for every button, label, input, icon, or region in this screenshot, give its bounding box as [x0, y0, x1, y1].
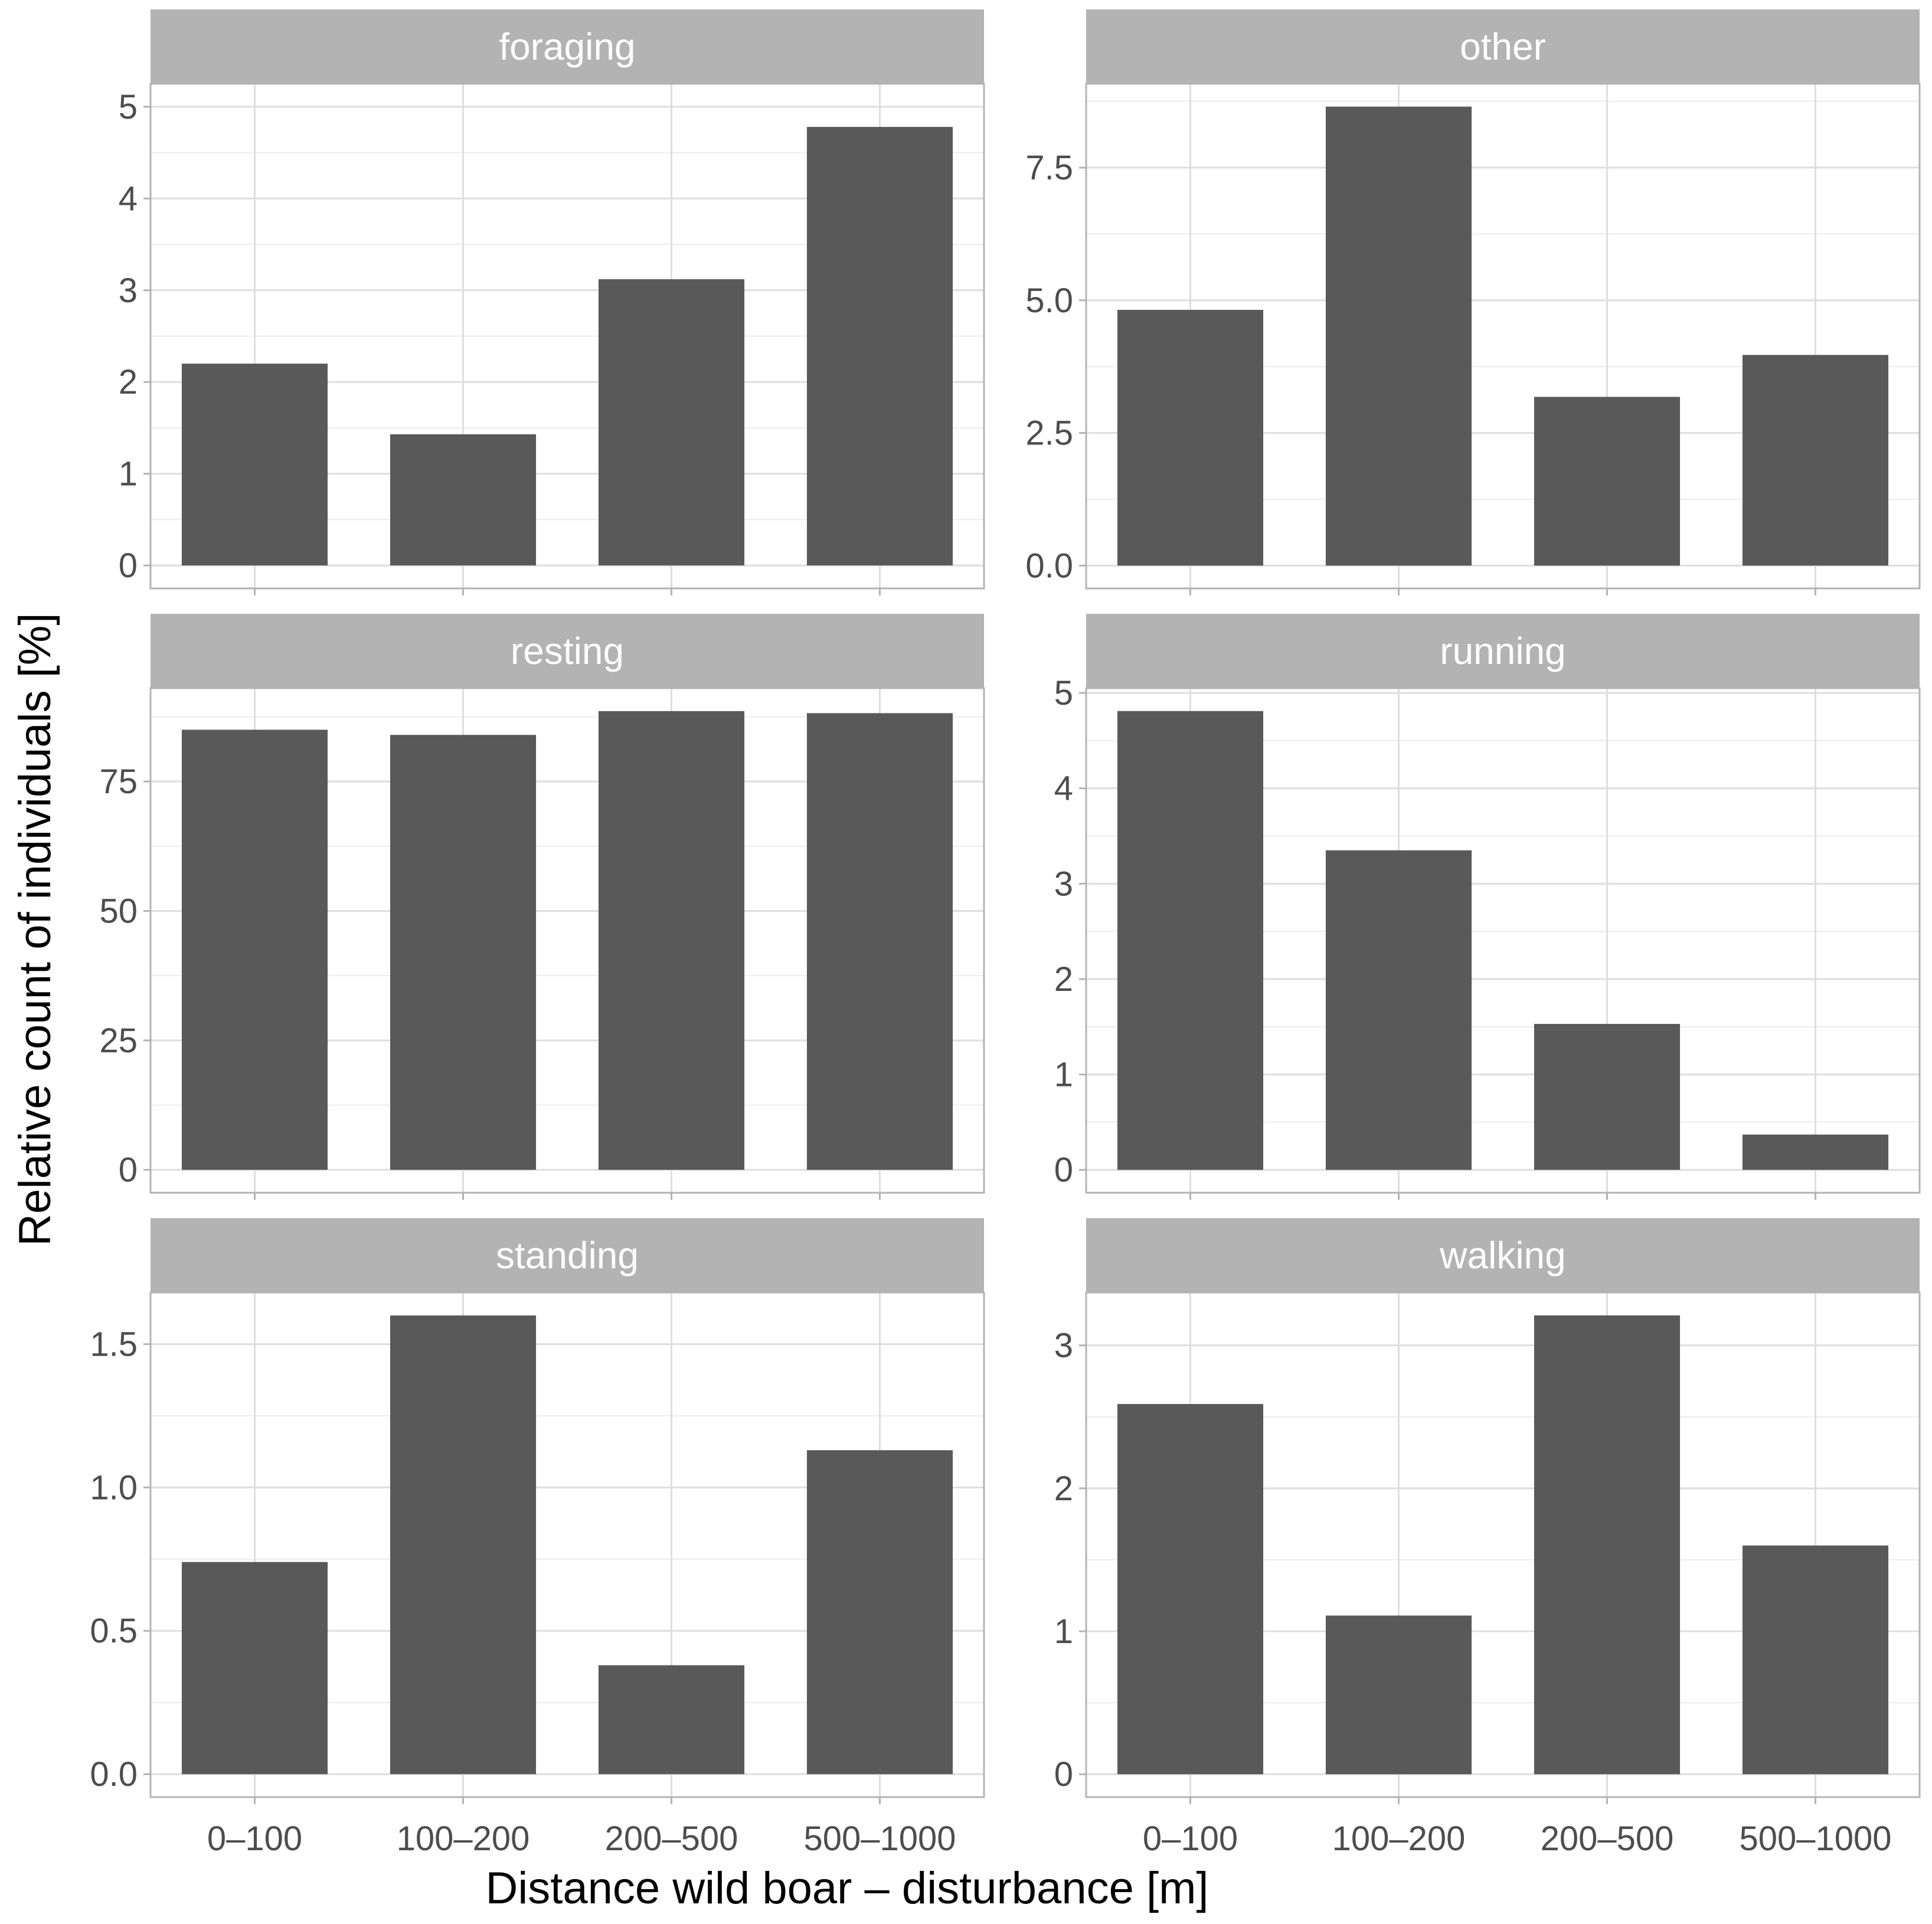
y-tick-label: 75	[99, 763, 138, 801]
y-tick-label: 4	[1054, 770, 1073, 808]
panel-resting: resting 0 25 50 75	[99, 614, 985, 1200]
bar-other-1	[1325, 106, 1472, 566]
x-tick-label: 0–100	[1143, 1820, 1238, 1858]
bar-standing-0	[181, 1562, 328, 1775]
panel-standing: standing 0.0 0.5 1.0 1.5 0–100 100–200 200–500 5…	[90, 1218, 985, 1858]
facet-strip-label: standing	[496, 1234, 639, 1277]
y-tick-label: 2	[1054, 960, 1073, 999]
panel-running: running 0 1 2 3 4 5	[1054, 614, 1921, 1200]
y-tick-label: 1	[1054, 1056, 1073, 1094]
bar-running-0	[1117, 711, 1264, 1170]
facet-strip-label: resting	[511, 630, 624, 672]
x-axis-title: Distance wild boar – disturbance [m]	[485, 1863, 1208, 1913]
facet-strip-label: foraging	[499, 25, 635, 68]
x-tick-label: 500–1000	[1739, 1820, 1891, 1858]
facet-strip	[151, 614, 984, 688]
y-tick-label: 3	[1054, 865, 1073, 903]
y-tick-label: 5	[119, 88, 138, 126]
panel-walking: walking 0 1 2 3 0–100 100–200 200–500 500–1000	[1054, 1218, 1921, 1858]
bar-walking-2	[1534, 1315, 1681, 1775]
bar-running-3	[1742, 1134, 1889, 1170]
panel-other: other 0.0 2.5 5.0 7.5	[1025, 9, 1921, 595]
bar-resting-0	[181, 729, 328, 1170]
y-tick-label: 0.0	[1025, 547, 1073, 585]
y-tick-label: 0	[119, 1151, 138, 1189]
x-tick-label: 500–1000	[803, 1820, 956, 1858]
y-tick-label: 1	[1054, 1612, 1073, 1651]
bar-resting-3	[806, 713, 953, 1170]
bar-walking-0	[1117, 1403, 1264, 1775]
y-tick-label: 0	[1054, 1755, 1073, 1794]
y-tick-label: 2	[119, 363, 138, 401]
bar-resting-1	[390, 735, 537, 1170]
bar-standing-2	[598, 1665, 745, 1775]
y-tick-label: 1.5	[90, 1325, 138, 1363]
y-tick-label: 4	[119, 179, 138, 218]
y-tick-label: 5	[1054, 674, 1073, 712]
y-tick-label: 5.0	[1025, 282, 1073, 320]
y-tick-label: 7.5	[1025, 149, 1073, 187]
bar-resting-2	[598, 711, 745, 1170]
bar-standing-1	[390, 1315, 537, 1775]
bar-foraging-3	[806, 127, 953, 566]
x-tick-label: 200–500	[1541, 1820, 1674, 1858]
facet-strip	[1086, 614, 1920, 688]
y-tick-label: 2.5	[1025, 414, 1073, 453]
y-tick-label: 3	[1054, 1327, 1073, 1365]
y-tick-label: 0.0	[90, 1755, 138, 1794]
x-tick-label: 200–500	[605, 1820, 738, 1858]
y-tick-label: 50	[99, 892, 138, 930]
bar-standing-3	[806, 1450, 953, 1775]
facet-strip-label: running	[1440, 630, 1566, 672]
bar-running-2	[1534, 1023, 1681, 1170]
facet-strip-label: other	[1460, 25, 1546, 68]
x-tick-label: 100–200	[1332, 1820, 1466, 1858]
bar-other-0	[1117, 309, 1264, 566]
x-tick-label: 0–100	[207, 1820, 302, 1858]
y-tick-label: 1.0	[90, 1468, 138, 1507]
bar-running-1	[1325, 850, 1472, 1170]
y-axis-title: Relative count of individuals [%]	[10, 613, 60, 1246]
x-tick-label: 100–200	[397, 1820, 530, 1858]
y-tick-label: 0.5	[90, 1612, 138, 1650]
y-tick-label: 2	[1054, 1470, 1073, 1508]
facet-strip	[151, 1218, 984, 1293]
bar-other-2	[1534, 397, 1681, 566]
y-tick-label: 3	[119, 271, 138, 310]
y-tick-label: 0	[119, 547, 138, 585]
facet-strip-label: walking	[1439, 1234, 1565, 1277]
y-tick-label: 25	[99, 1022, 138, 1060]
panel-foraging: foraging 0 1 2 3 4 5	[119, 9, 985, 595]
bar-foraging-1	[390, 434, 537, 566]
facet-strip	[1086, 1218, 1920, 1293]
facet-strip	[151, 9, 984, 84]
y-tick-label: 0	[1054, 1151, 1073, 1189]
bar-other-3	[1742, 355, 1889, 566]
bar-walking-3	[1742, 1545, 1889, 1775]
bar-foraging-2	[598, 279, 745, 566]
facet-strip	[1086, 9, 1920, 84]
bar-foraging-0	[181, 364, 328, 566]
y-tick-label: 1	[119, 455, 138, 493]
bar-walking-1	[1325, 1615, 1472, 1775]
